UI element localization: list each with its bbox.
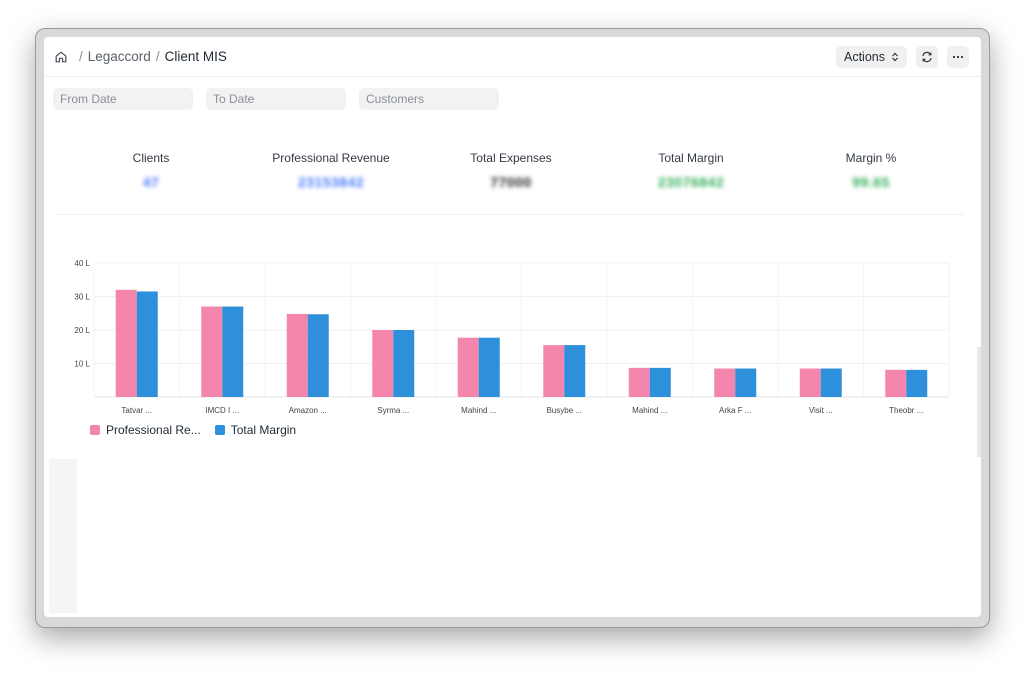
bar [201, 306, 223, 397]
actions-button-label: Actions [844, 50, 885, 64]
x-tick-label: Visit ... [809, 406, 833, 415]
bar [393, 330, 415, 397]
kpi-value: 23153842 [297, 174, 365, 190]
kpi-margin-percent: Margin % 99.65 [781, 151, 961, 190]
bar [457, 337, 479, 397]
more-options-button[interactable] [947, 46, 969, 68]
legend-item-professional-revenue[interactable]: Professional Re... [90, 423, 201, 437]
header-actions: Actions [836, 46, 969, 68]
bar [115, 289, 137, 397]
kpi-total-margin: Total Margin 23076842 [601, 151, 781, 190]
kpi-professional-revenue: Professional Revenue 23153842 [241, 151, 421, 190]
x-tick-label: Tatvar ... [121, 406, 152, 415]
bar [543, 345, 565, 397]
bar-chart: 10 L 20 L 30 L 40 L Tatvar ... IMCD I ... Amaz… [74, 259, 950, 415]
breadcrumb-separator: / [155, 49, 160, 64]
y-tick-label: 30 L [74, 293, 90, 302]
more-horizontal-icon [952, 55, 964, 59]
kpi-value: 23076842 [657, 174, 725, 190]
refresh-button[interactable] [916, 46, 938, 68]
y-tick-label: 40 L [74, 259, 90, 268]
kpi-clients: Clients 47 [61, 151, 241, 190]
x-tick-label: Mahind ... [461, 406, 496, 415]
to-date-input[interactable] [206, 88, 346, 110]
legend-label: Professional Re... [106, 423, 201, 437]
bar [136, 291, 158, 397]
breadcrumb-separator: / [79, 49, 83, 64]
chart-legend: Professional Re... Total Margin [90, 423, 296, 437]
bar [820, 368, 842, 397]
legend-swatch [90, 425, 100, 435]
filter-bar [53, 88, 499, 110]
legend-item-total-margin[interactable]: Total Margin [214, 423, 297, 437]
bar [286, 313, 308, 397]
breadcrumb-link-legaccord[interactable]: Legaccord [87, 49, 151, 64]
x-tick-label: Theobr ... [889, 406, 923, 415]
bar [222, 306, 244, 397]
bar [714, 368, 736, 397]
bar [564, 345, 586, 397]
window-content: / Legaccord / Client MIS Actions [44, 37, 981, 617]
y-tick-label: 20 L [74, 326, 90, 335]
page-header: / Legaccord / Client MIS Actions [44, 37, 981, 77]
scrollbar[interactable] [977, 347, 981, 457]
breadcrumb: / Legaccord / Client MIS [54, 49, 227, 64]
y-tick-label: 10 L [74, 360, 90, 369]
bar [372, 330, 394, 397]
x-tick-label: Syrma ... [377, 406, 409, 415]
kpi-row: Clients 47 Professional Revenue 23153842… [56, 141, 964, 215]
kpi-label: Total Margin [658, 151, 724, 165]
side-panel-placeholder [49, 459, 77, 613]
legend-swatch [214, 425, 225, 435]
x-tick-label: Busybe ... [546, 406, 582, 415]
kpi-value: 77000 [490, 174, 532, 190]
x-tick-label: Arka F ... [719, 406, 751, 415]
x-tick-label: Amazon ... [289, 406, 327, 415]
legend-label: Total Margin [230, 423, 297, 437]
x-tick-label: IMCD I ... [205, 406, 239, 415]
kpi-label: Total Expenses [470, 151, 552, 165]
page-title: Client MIS [164, 49, 227, 64]
bar [906, 369, 928, 397]
kpi-label: Professional Revenue [272, 151, 390, 165]
refresh-icon [922, 51, 932, 63]
bar [307, 314, 329, 397]
actions-button[interactable]: Actions [836, 46, 907, 68]
bar [735, 368, 757, 397]
bar [478, 337, 500, 397]
kpi-value: 47 [142, 174, 160, 190]
kpi-label: Clients [132, 151, 170, 165]
x-tick-label: Mahind ... [632, 406, 667, 415]
chevron-updown-icon [892, 52, 898, 62]
bar [885, 369, 907, 397]
bar [799, 368, 821, 397]
app-window: / Legaccord / Client MIS Actions [35, 28, 990, 628]
bar [628, 367, 650, 397]
from-date-input[interactable] [53, 88, 193, 110]
bar [649, 367, 671, 397]
kpi-label: Margin % [845, 151, 897, 165]
kpi-total-expenses: Total Expenses 77000 [421, 151, 601, 190]
home-icon[interactable] [54, 50, 68, 64]
kpi-value: 99.65 [852, 174, 890, 190]
customers-input[interactable] [359, 88, 499, 110]
